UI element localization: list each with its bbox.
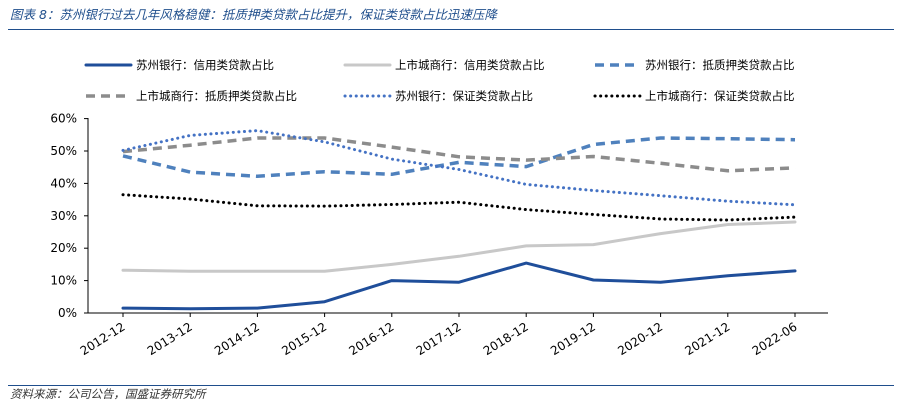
legend-label-6: 上市城商行：保证类贷款占比 bbox=[645, 89, 795, 103]
chart-legend: 苏州银行：信用类贷款占比 上市城商行：信用类贷款占比 苏州银行：抵质押类贷款占比上市… bbox=[84, 58, 795, 103]
y-tick-label: 50% bbox=[50, 144, 77, 158]
x-tick-label: 2017-12 bbox=[414, 320, 464, 358]
legend-label-4: 上市城商行：抵质押类贷款占比 bbox=[136, 89, 297, 103]
x-tick-label: 2020-12 bbox=[615, 320, 665, 358]
y-tick-label: 60% bbox=[50, 112, 77, 126]
x-tick-label: 2012-12 bbox=[78, 320, 128, 358]
y-tick-label: 0% bbox=[58, 306, 77, 320]
series-line-6 bbox=[121, 193, 797, 222]
series-line-5 bbox=[121, 129, 797, 207]
x-tick-label: 2014-12 bbox=[212, 320, 262, 358]
legend-label-3: 苏州银行：抵质押类贷款占比 bbox=[645, 58, 795, 72]
series-line-4 bbox=[122, 136, 796, 173]
footer-divider bbox=[8, 385, 894, 386]
x-tick-label: 2022-06 bbox=[750, 320, 800, 358]
legend-label-1: 苏州银行：信用类贷款占比 bbox=[136, 58, 274, 72]
title-divider bbox=[8, 29, 894, 30]
series-line-2 bbox=[121, 220, 797, 273]
source-note: 资料来源：公司公告，国盛证券研究所 bbox=[10, 387, 206, 401]
x-tick-label: 2019-12 bbox=[548, 320, 598, 358]
y-tick-label: 20% bbox=[50, 241, 77, 255]
y-tick-label: 10% bbox=[50, 274, 77, 288]
x-tick-label: 2013-12 bbox=[145, 320, 195, 358]
x-tick-label: 2016-12 bbox=[346, 320, 396, 358]
figure-title: 图表 8：苏州银行过去几年风格稳健：抵质押类贷款占比提升，保证类贷款占比迅速压降 bbox=[10, 7, 497, 22]
legend-label-5: 苏州银行：保证类贷款占比 bbox=[395, 89, 533, 103]
x-tick-label: 2015-12 bbox=[279, 320, 329, 358]
line-chart: 苏州银行：信用类贷款占比 上市城商行：信用类贷款占比 苏州银行：抵质押类贷款占比上市… bbox=[50, 58, 828, 358]
y-tick-label: 40% bbox=[50, 176, 77, 190]
x-tick-label: 2018-12 bbox=[481, 320, 531, 358]
plot-area: 0% 10% 20% 30% 40% 50% 60% 2012-12 2013-12 2014-1… bbox=[50, 112, 828, 358]
legend-label-2: 上市城商行：信用类贷款占比 bbox=[395, 58, 545, 72]
series-line-1 bbox=[121, 261, 797, 311]
y-tick-label: 30% bbox=[50, 209, 77, 223]
x-tick-label: 2021-12 bbox=[682, 320, 732, 358]
